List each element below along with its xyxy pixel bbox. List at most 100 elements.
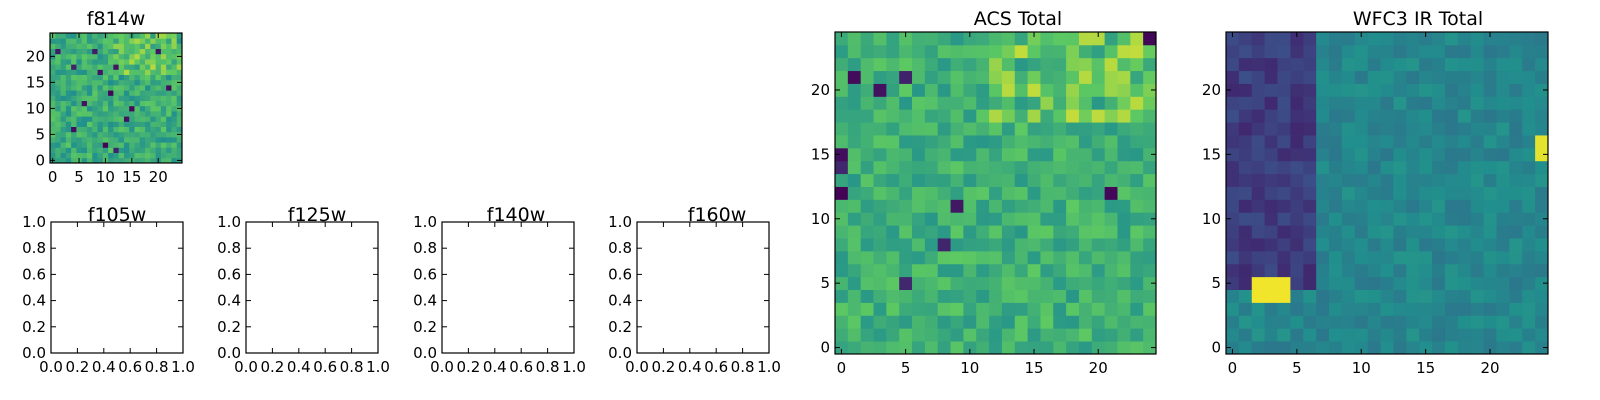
heatmap-cell [1444, 96, 1459, 110]
heatmap-cell [989, 83, 1003, 97]
heatmap-cell [97, 121, 104, 127]
heatmap-cell [92, 74, 98, 81]
heatmap-cell [134, 137, 141, 143]
heatmap-cell [123, 85, 130, 91]
heatmap-cell [123, 33, 130, 39]
heatmap-cell [1522, 173, 1536, 187]
heatmap-cell [1143, 44, 1157, 59]
heatmap-cell [123, 126, 130, 133]
heatmap-cell [1496, 122, 1510, 136]
heatmap-cell [1329, 160, 1343, 175]
heatmap-cell [108, 33, 114, 39]
heatmap-cell [963, 250, 977, 265]
heatmap-cell [102, 48, 109, 55]
heatmap-cell [1277, 32, 1291, 46]
heatmap-cell [102, 59, 109, 65]
heatmap-cell [1522, 315, 1536, 329]
x-tick-label: 1.0 [366, 358, 390, 376]
heatmap-cell [60, 100, 67, 107]
heatmap-cell [912, 199, 926, 213]
heatmap-cell [129, 126, 135, 133]
heatmap-cell [129, 43, 135, 49]
heatmap-cell [1483, 289, 1497, 303]
heatmap-cell [1316, 263, 1330, 278]
heatmap-cell [963, 341, 977, 355]
heatmap-cell [1251, 225, 1266, 239]
heatmap-cell [1522, 328, 1536, 342]
heatmap-cell [1226, 122, 1240, 136]
heatmap-cell [1277, 250, 1291, 265]
heatmap-cell [1496, 135, 1510, 149]
heatmap-cell [145, 121, 151, 127]
heatmap-cell [1014, 57, 1028, 72]
heatmap-cell [1226, 250, 1240, 265]
heatmap-cell [1014, 160, 1028, 175]
heatmap-cell [912, 44, 926, 59]
heatmap-cell [1341, 263, 1356, 278]
x-tick-label: 5 [74, 168, 84, 186]
heatmap-cell [1053, 315, 1067, 329]
heatmap-cell [1329, 315, 1343, 329]
heatmap-cell [1251, 263, 1266, 278]
heatmap-cell [160, 147, 167, 153]
heatmap-cell [129, 59, 135, 65]
heatmap-cell [1535, 276, 1549, 290]
x-tick-label: 0.2 [456, 358, 480, 376]
heatmap-cell [1040, 302, 1054, 316]
heatmap-cell [55, 157, 61, 164]
heatmap-cell [1316, 109, 1330, 123]
heatmap-cell [160, 137, 167, 143]
heatmap-cell [176, 59, 183, 65]
heatmap-cell [835, 109, 849, 123]
heatmap-cell [1251, 96, 1266, 110]
heatmap-cell [1130, 225, 1144, 239]
heatmap-cell [113, 74, 120, 81]
heatmap-cell [976, 70, 990, 84]
heatmap-cell [873, 160, 887, 175]
heatmap-cell [160, 131, 167, 138]
heatmap-cell [76, 53, 83, 60]
heatmap-cell [1393, 57, 1407, 72]
heatmap-cell [976, 32, 990, 46]
heatmap-cell [134, 69, 141, 75]
heatmap-cell [1066, 44, 1080, 59]
heatmap-cell [1316, 57, 1330, 72]
heatmap-cell [1483, 135, 1497, 149]
heatmap-cell [55, 111, 61, 117]
heatmap-cell [1367, 160, 1381, 175]
heatmap-cell [1264, 212, 1278, 226]
x-tick-label: 0.6 [118, 358, 142, 376]
heatmap-cell [1078, 328, 1093, 342]
heatmap-cell [1316, 328, 1330, 342]
heatmap-cell [1066, 173, 1080, 187]
heatmap-cell [102, 85, 109, 91]
heatmap-cell [1380, 57, 1394, 72]
heatmap-cell [166, 90, 172, 96]
heatmap-cell [102, 95, 109, 101]
heatmap-cell [1509, 328, 1523, 342]
heatmap-cell [1226, 147, 1240, 162]
heatmap-cell [166, 79, 172, 86]
heatmap-cell [65, 95, 72, 101]
heatmap-cell [1117, 147, 1131, 162]
heatmap-cell [86, 95, 93, 101]
x-tick-label: 0.4 [678, 358, 702, 376]
heatmap-cell [1509, 109, 1523, 123]
heatmap-cell [1091, 328, 1106, 342]
heatmap-cell [55, 48, 61, 55]
heatmap-cell [1329, 173, 1343, 187]
heatmap-cell [886, 122, 900, 136]
heatmap-cell [155, 137, 162, 143]
heatmap-cell [160, 126, 167, 133]
heatmap-cell [1078, 109, 1093, 123]
heatmap-cell [55, 131, 61, 138]
heatmap-cell [1432, 328, 1446, 342]
heatmap-cell [1078, 96, 1093, 110]
heatmap-cell [1329, 250, 1343, 265]
heatmap-cell [1522, 238, 1536, 252]
heatmap-cell [989, 315, 1003, 329]
heatmap-cell [899, 32, 913, 46]
heatmap-cell [71, 131, 77, 138]
heatmap-cell [160, 53, 167, 60]
heatmap-cell [81, 121, 88, 127]
